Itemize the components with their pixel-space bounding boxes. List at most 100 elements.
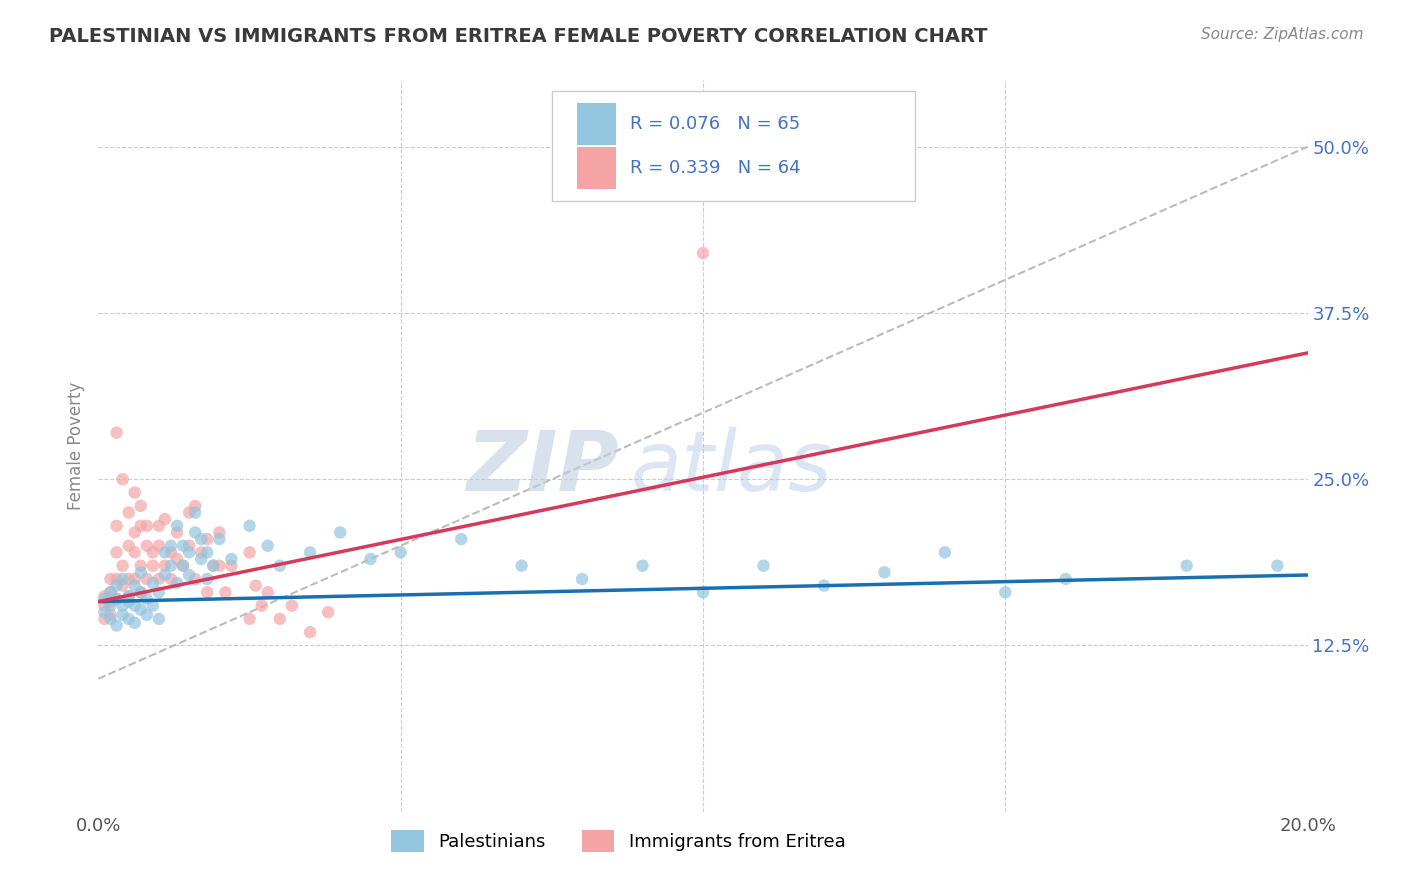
Point (166, 576, 188, 591)
Point (105, 518, 128, 533)
Point (105, 572, 128, 586)
Point (179, 506, 201, 520)
Text: atlas: atlas (630, 427, 832, 508)
Point (202, 558, 225, 573)
Point (994, 585, 1017, 599)
Point (118, 589, 141, 603)
Point (105, 425, 128, 440)
Point (752, 558, 775, 573)
Point (269, 558, 291, 573)
FancyBboxPatch shape (578, 147, 616, 189)
Point (148, 585, 170, 599)
Point (118, 594, 141, 608)
Point (129, 585, 152, 599)
Point (93, 589, 115, 603)
Point (105, 591, 128, 606)
Point (1175, 558, 1198, 573)
Point (93, 612, 115, 626)
Point (160, 558, 183, 573)
Point (166, 525, 188, 540)
Point (100, 585, 122, 599)
Point (692, 246, 714, 260)
Point (100, 607, 122, 622)
Point (111, 558, 134, 573)
Point (160, 572, 183, 586)
Legend: Palestinians, Immigrants from Eritrea: Palestinians, Immigrants from Eritrea (382, 822, 855, 861)
Point (195, 532, 218, 546)
Point (124, 525, 146, 540)
Point (571, 572, 593, 586)
Point (105, 579, 128, 593)
Point (111, 599, 134, 613)
Point (129, 585, 152, 599)
Point (148, 518, 170, 533)
Point (100, 612, 122, 626)
Point (299, 545, 322, 559)
Point (118, 589, 141, 603)
Point (142, 545, 165, 559)
Point (124, 545, 146, 559)
FancyBboxPatch shape (551, 91, 915, 201)
Point (179, 545, 201, 559)
Point (124, 579, 146, 593)
Point (208, 525, 231, 540)
Point (631, 558, 654, 573)
Point (172, 558, 194, 573)
Point (250, 599, 273, 613)
Point (129, 518, 152, 533)
Point (118, 572, 141, 586)
Point (124, 572, 146, 586)
Point (118, 612, 141, 626)
Point (153, 568, 176, 582)
Point (195, 545, 218, 559)
Point (160, 545, 183, 559)
Point (148, 539, 170, 553)
Point (873, 566, 896, 580)
Point (316, 605, 339, 619)
Point (389, 545, 412, 559)
Point (118, 539, 141, 553)
Point (179, 539, 201, 553)
Point (190, 552, 212, 566)
Point (135, 607, 157, 622)
Point (692, 585, 714, 599)
Point (256, 539, 278, 553)
Point (124, 485, 146, 500)
Point (329, 525, 352, 540)
Point (239, 545, 262, 559)
Text: ZIP: ZIP (465, 427, 619, 508)
Point (135, 572, 157, 586)
Point (129, 566, 152, 580)
Point (184, 499, 207, 513)
Point (142, 599, 165, 613)
Point (153, 558, 176, 573)
Point (124, 599, 146, 613)
Point (148, 612, 170, 626)
Point (510, 558, 533, 573)
Point (239, 612, 262, 626)
Point (111, 579, 134, 593)
Point (450, 532, 472, 546)
Point (93, 591, 115, 606)
Point (934, 545, 956, 559)
Point (184, 506, 207, 520)
Point (1054, 572, 1077, 586)
Point (190, 545, 212, 559)
FancyBboxPatch shape (578, 103, 616, 145)
Point (208, 532, 231, 546)
Point (93, 599, 115, 613)
Point (269, 612, 291, 626)
Point (195, 585, 218, 599)
Point (214, 585, 236, 599)
Point (239, 518, 262, 533)
Point (111, 472, 134, 486)
Point (100, 572, 122, 586)
Point (179, 568, 201, 582)
Point (129, 499, 152, 513)
Text: Source: ZipAtlas.com: Source: ZipAtlas.com (1201, 27, 1364, 42)
Point (360, 552, 382, 566)
Point (129, 558, 152, 573)
Point (100, 594, 122, 608)
Point (129, 602, 152, 616)
Point (105, 591, 128, 606)
